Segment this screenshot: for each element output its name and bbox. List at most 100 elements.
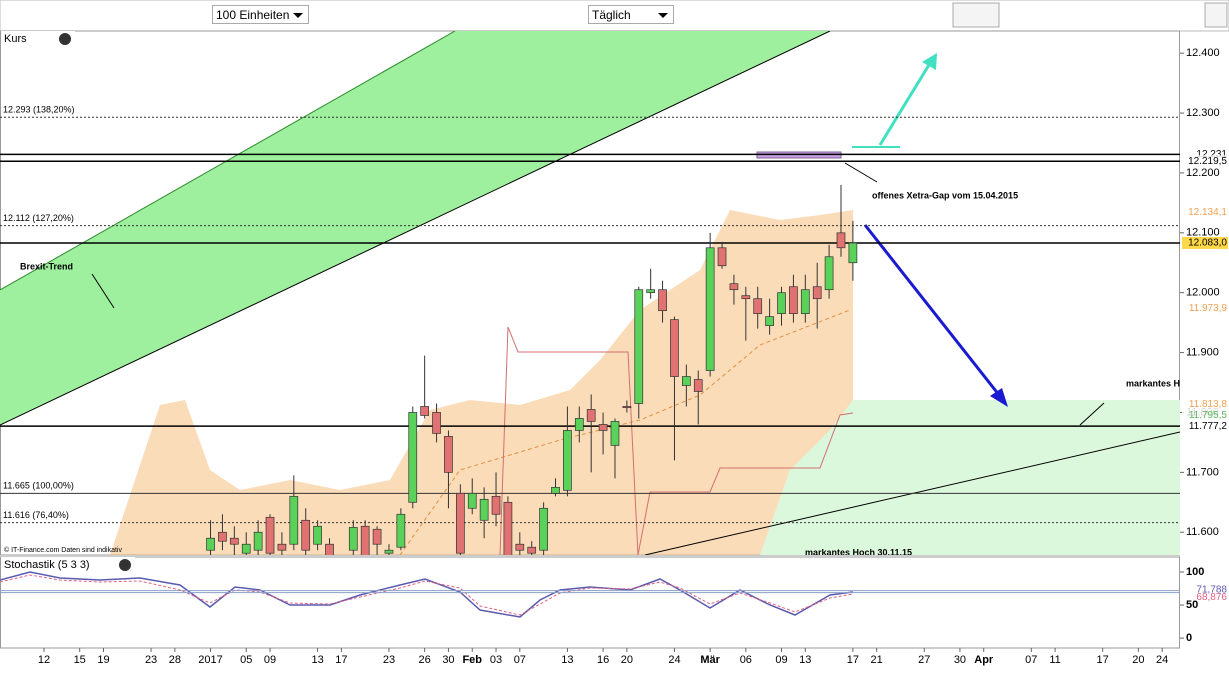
- candle-body: [491, 495, 501, 515]
- candle-body: [741, 295, 751, 300]
- x-tick-label: 17: [847, 654, 859, 666]
- x-tick-label: Apr: [974, 654, 994, 666]
- x-tick-label: Feb: [462, 654, 482, 666]
- y-tick-label: 12.100: [1186, 227, 1220, 239]
- x-tick-label: 11: [1049, 654, 1060, 666]
- candle-body: [800, 289, 810, 315]
- candle-body: [253, 531, 263, 551]
- price-tag-box: [1182, 302, 1228, 315]
- candle-body: [479, 498, 489, 521]
- stochastic-k: [0, 571, 854, 618]
- units-dropdown[interactable]: 100 Einheiten: [212, 5, 309, 24]
- pointer-arrow: [1079, 402, 1105, 426]
- candle-body: [563, 430, 572, 491]
- candle-body: [313, 525, 322, 545]
- y-tick-label: 100: [1186, 566, 1204, 578]
- candle-body: [218, 531, 227, 542]
- candle-body: [527, 546, 537, 554]
- support-zone: [760, 400, 1180, 555]
- y-tick-label: 12.300: [1186, 107, 1220, 119]
- candle-body: [705, 247, 715, 371]
- x-tick-label: 05: [240, 654, 252, 666]
- stochastic-plot: [0, 571, 1180, 618]
- level-label: 12.112 (127,20%): [3, 213, 74, 223]
- y-tick-label: 12.400: [1186, 47, 1220, 59]
- price-tag: 68,876: [1196, 592, 1227, 603]
- interval-dropdown[interactable]: Täglich: [588, 5, 674, 24]
- stochastic-d: [0, 574, 854, 616]
- channel-line: [0, 31, 831, 426]
- price-tag: 12.083,0: [1188, 238, 1227, 249]
- price-tag: 11.813,8: [1189, 399, 1228, 410]
- x-tick-label: 23: [145, 654, 157, 666]
- y-tick-label: 12.000: [1186, 287, 1220, 299]
- chart-type-button[interactable]: [952, 2, 1000, 28]
- candle-body: [634, 289, 644, 404]
- x-tick-label: 24: [1156, 654, 1168, 666]
- pointer-arrow: [91, 273, 115, 309]
- candle-body: [658, 289, 667, 312]
- gap-zone: [756, 151, 842, 159]
- candle-body: [360, 525, 370, 555]
- x-tick-label: 17: [335, 654, 347, 666]
- panel-title: Stochastik (5 3 3): [4, 559, 90, 571]
- candle-body: [753, 298, 763, 315]
- candle-body: [432, 412, 441, 434]
- level-label: 11.616 (76,40%): [3, 510, 69, 520]
- y-tick-label: 11.700: [1186, 466, 1219, 478]
- candle-body: [420, 406, 430, 416]
- x-tick-label: 20: [1132, 654, 1144, 666]
- candle-body: [824, 256, 834, 291]
- candle-body: [467, 492, 477, 509]
- candle-body: [586, 409, 596, 422]
- candle-body: [622, 406, 632, 409]
- x-tick-label: 16: [597, 654, 609, 666]
- x-tick-label: 15: [74, 654, 86, 666]
- price-tag: 11.973,9: [1189, 303, 1228, 314]
- close-button[interactable]: [119, 559, 131, 571]
- tools-button[interactable]: [1204, 2, 1228, 28]
- candle-body: [348, 527, 358, 551]
- candle-body: [515, 543, 525, 551]
- price-tag: 71,788: [1196, 584, 1227, 595]
- candle-body: [301, 519, 311, 551]
- candle-body: [384, 549, 394, 554]
- candle-body: [717, 247, 727, 267]
- candle-body: [289, 495, 299, 545]
- candle-body: [848, 242, 858, 264]
- price-tag-box: [1182, 236, 1228, 249]
- candle-body: [325, 543, 334, 555]
- price-tag-box: [1182, 398, 1228, 411]
- candle-body: [396, 513, 406, 548]
- arrow-head: [990, 388, 1008, 407]
- arrow-head: [922, 53, 937, 70]
- up-arrow: [878, 59, 934, 146]
- price-tag: 11.777,2: [1189, 421, 1228, 432]
- price-tag: 12.219,5: [1188, 156, 1227, 167]
- candle-body: [836, 232, 846, 249]
- bollinger-band: [110, 210, 853, 555]
- candle-body: [777, 292, 786, 315]
- candle-body: [646, 289, 656, 294]
- candle-body: [241, 543, 251, 554]
- x-tick-label: 26: [419, 654, 431, 666]
- x-tick-label: 03: [490, 654, 502, 666]
- candle-body: [455, 492, 465, 554]
- y-tick-label: 11.600: [1186, 526, 1219, 538]
- candle-body: [765, 316, 774, 326]
- price-tag-box: [1182, 206, 1228, 219]
- channel-line: [0, 31, 456, 291]
- y-tick-label: 12.200: [1186, 167, 1220, 179]
- x-tick-label: 24: [668, 654, 680, 666]
- annotation: markantes Hoch: [1126, 378, 1196, 388]
- price-tag-box: [1182, 409, 1228, 422]
- y-tick-label: 50: [1186, 599, 1198, 611]
- candle-body: [812, 286, 822, 300]
- price-tag: 12.231: [1196, 149, 1227, 160]
- indicator-line: [499, 326, 854, 555]
- price-tag: 12.134,1: [1188, 207, 1227, 218]
- x-tick-label: 13: [311, 654, 323, 666]
- y-tick-label: 0: [1186, 632, 1192, 644]
- close-button[interactable]: [59, 33, 71, 45]
